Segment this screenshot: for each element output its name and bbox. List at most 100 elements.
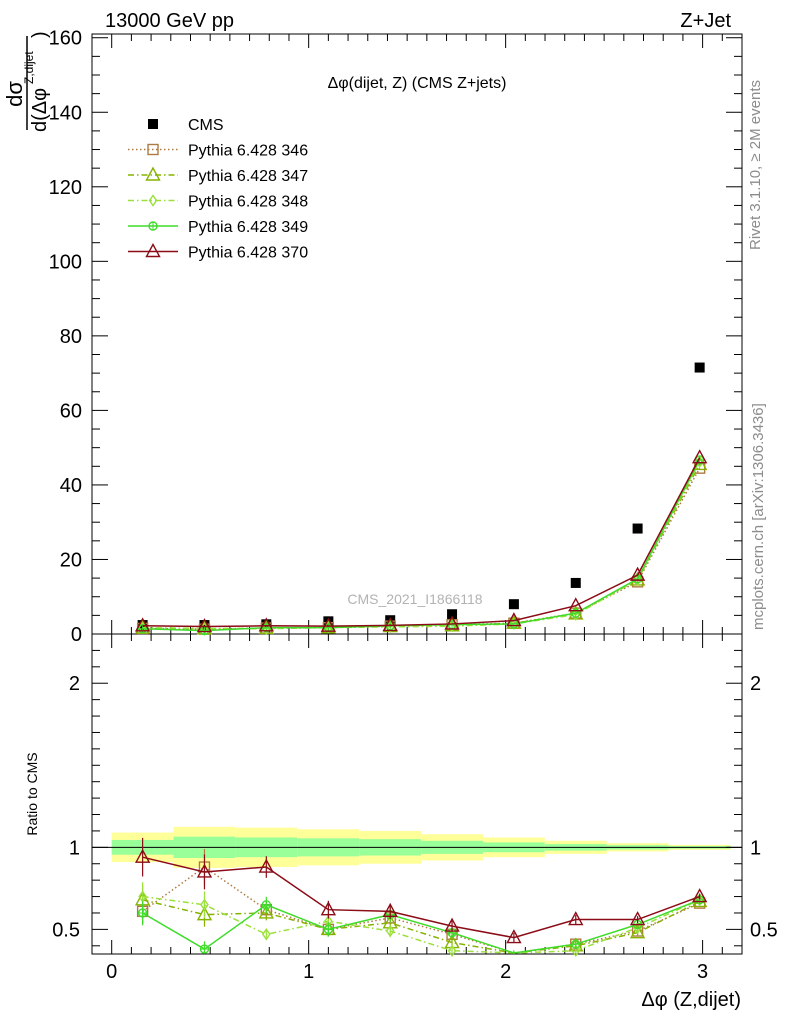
legend-label: Pythia 6.428 370 — [188, 245, 308, 262]
x-tick-label: 2 — [500, 961, 511, 983]
ratio-line — [142, 899, 700, 954]
ratio-point — [382, 902, 398, 918]
y-tick-label: 80 — [60, 326, 82, 348]
ratio-y-tick-label-right: 2 — [750, 673, 761, 695]
ratio-series-4 — [134, 837, 708, 944]
legend-marker — [147, 143, 159, 156]
y-tick-label: 0 — [71, 624, 82, 646]
data-point — [258, 617, 274, 632]
legend-entry: Pythia 6.428 349 — [128, 219, 308, 236]
main-series — [134, 362, 708, 636]
ratio-point — [447, 944, 457, 957]
legend-marker — [145, 243, 161, 258]
ratio-point — [571, 944, 581, 957]
ratio-point — [258, 904, 274, 919]
data-point — [508, 599, 519, 610]
data-point — [447, 609, 458, 620]
series-1 — [136, 462, 706, 635]
data-point — [506, 612, 522, 627]
legend-entry: Pythia 6.428 370 — [128, 243, 308, 262]
series-2 — [134, 455, 708, 635]
ylabel-close: ) — [29, 31, 51, 38]
axes: 0 1 2 3 0 20 40 60 80 100 120 140 160 0.5 0.5 1 1 2 2 — [49, 28, 778, 983]
legend-entry: Pythia 6.428 348 — [128, 194, 308, 211]
ratio-y-tick-label-right: 0.5 — [750, 919, 778, 941]
ratio-series — [134, 837, 708, 957]
ratio-point — [506, 929, 522, 944]
legend: CMS Pythia 6.428 346 Pythia 6.428 347 Pythi… — [128, 117, 308, 262]
ratio-point — [196, 906, 213, 921]
series-line — [142, 457, 701, 628]
ylabel-numerator: dσ — [2, 81, 27, 107]
legend-marker — [148, 194, 158, 207]
legend-entry: CMS — [148, 117, 224, 134]
ratio-y-tick-label: 2 — [69, 673, 80, 695]
ratio-y-tick-label: 0.5 — [52, 919, 80, 941]
data-point — [320, 617, 337, 632]
ratio-uncertainty-bands — [92, 826, 742, 868]
side-label-bottom: mcplots.cern.ch [arXiv:1306.3436] — [750, 403, 767, 630]
series-line — [142, 464, 701, 630]
ratio-point — [633, 921, 642, 934]
ratio-point — [629, 911, 646, 926]
ratio-point — [258, 858, 274, 873]
data-point — [694, 362, 705, 373]
data-point — [444, 615, 460, 630]
y-tick-label: 120 — [49, 177, 82, 199]
legend-entry: Pythia 6.428 346 — [128, 143, 308, 160]
y-tick-label: 160 — [49, 28, 82, 50]
ylabel-denominator: d(Δφ — [29, 88, 51, 132]
ratio-y-tick-label-right: 1 — [750, 837, 761, 859]
series-3 — [138, 455, 705, 636]
data-point — [134, 617, 151, 632]
data-point — [691, 449, 708, 464]
data-point — [568, 597, 584, 612]
data-point — [199, 620, 210, 631]
y-tick-label: 140 — [49, 102, 82, 124]
series-0 — [137, 362, 705, 631]
ratio-series-3 — [137, 895, 705, 954]
x-tick-label: 1 — [303, 961, 314, 983]
header-right: Z+Jet — [680, 10, 731, 32]
data-point — [629, 566, 646, 581]
series-5 — [134, 449, 708, 633]
ratio-point — [568, 911, 584, 926]
chart-title: Δφ(dijet, Z) (CMS Z+jets) — [328, 75, 507, 92]
legend-marker — [145, 166, 161, 181]
y-tick-label: 100 — [49, 251, 82, 273]
x-tick-label: 0 — [106, 961, 117, 983]
ratio-point — [444, 917, 460, 932]
legend-marker — [148, 119, 158, 129]
data-point — [196, 618, 213, 633]
legend-label: Pythia 6.428 348 — [188, 194, 308, 211]
ratio-point — [261, 928, 271, 941]
legend-label: Pythia 6.428 347 — [188, 168, 308, 185]
x-axis-label: Δφ (Z,dijet) — [641, 989, 741, 1011]
watermark: CMS_2021_I1866118 — [347, 591, 482, 607]
legend-label: Pythia 6.428 346 — [188, 143, 308, 160]
y-tick-label: 40 — [60, 475, 82, 497]
data-point — [570, 577, 581, 588]
ratio-point — [629, 924, 646, 939]
y-tick-label: 20 — [60, 549, 82, 571]
ratio-point — [134, 848, 151, 863]
legend-label: CMS — [188, 117, 224, 134]
legend-entry: Pythia 6.428 347 — [128, 166, 308, 185]
ratio-panel — [91, 633, 743, 955]
ratio-point — [196, 863, 213, 878]
legend-label: Pythia 6.428 349 — [188, 219, 308, 236]
series-4 — [137, 455, 705, 636]
main-y-axis-label: dσ d(Δφ Z,dijet ) — [2, 31, 51, 132]
ratio-y-tick-label: 1 — [69, 837, 80, 859]
series-line — [142, 461, 701, 630]
data-point — [509, 617, 519, 631]
x-tick-label: 3 — [697, 961, 708, 983]
ylabel-superscript: Z,dijet — [22, 51, 36, 84]
data-point — [632, 523, 643, 534]
ratio-point — [200, 898, 209, 911]
ratio-point — [691, 888, 708, 903]
data-point — [382, 616, 398, 632]
ratio-point — [320, 901, 337, 916]
ratio-y-axis-label: Ratio to CMS — [24, 752, 40, 835]
